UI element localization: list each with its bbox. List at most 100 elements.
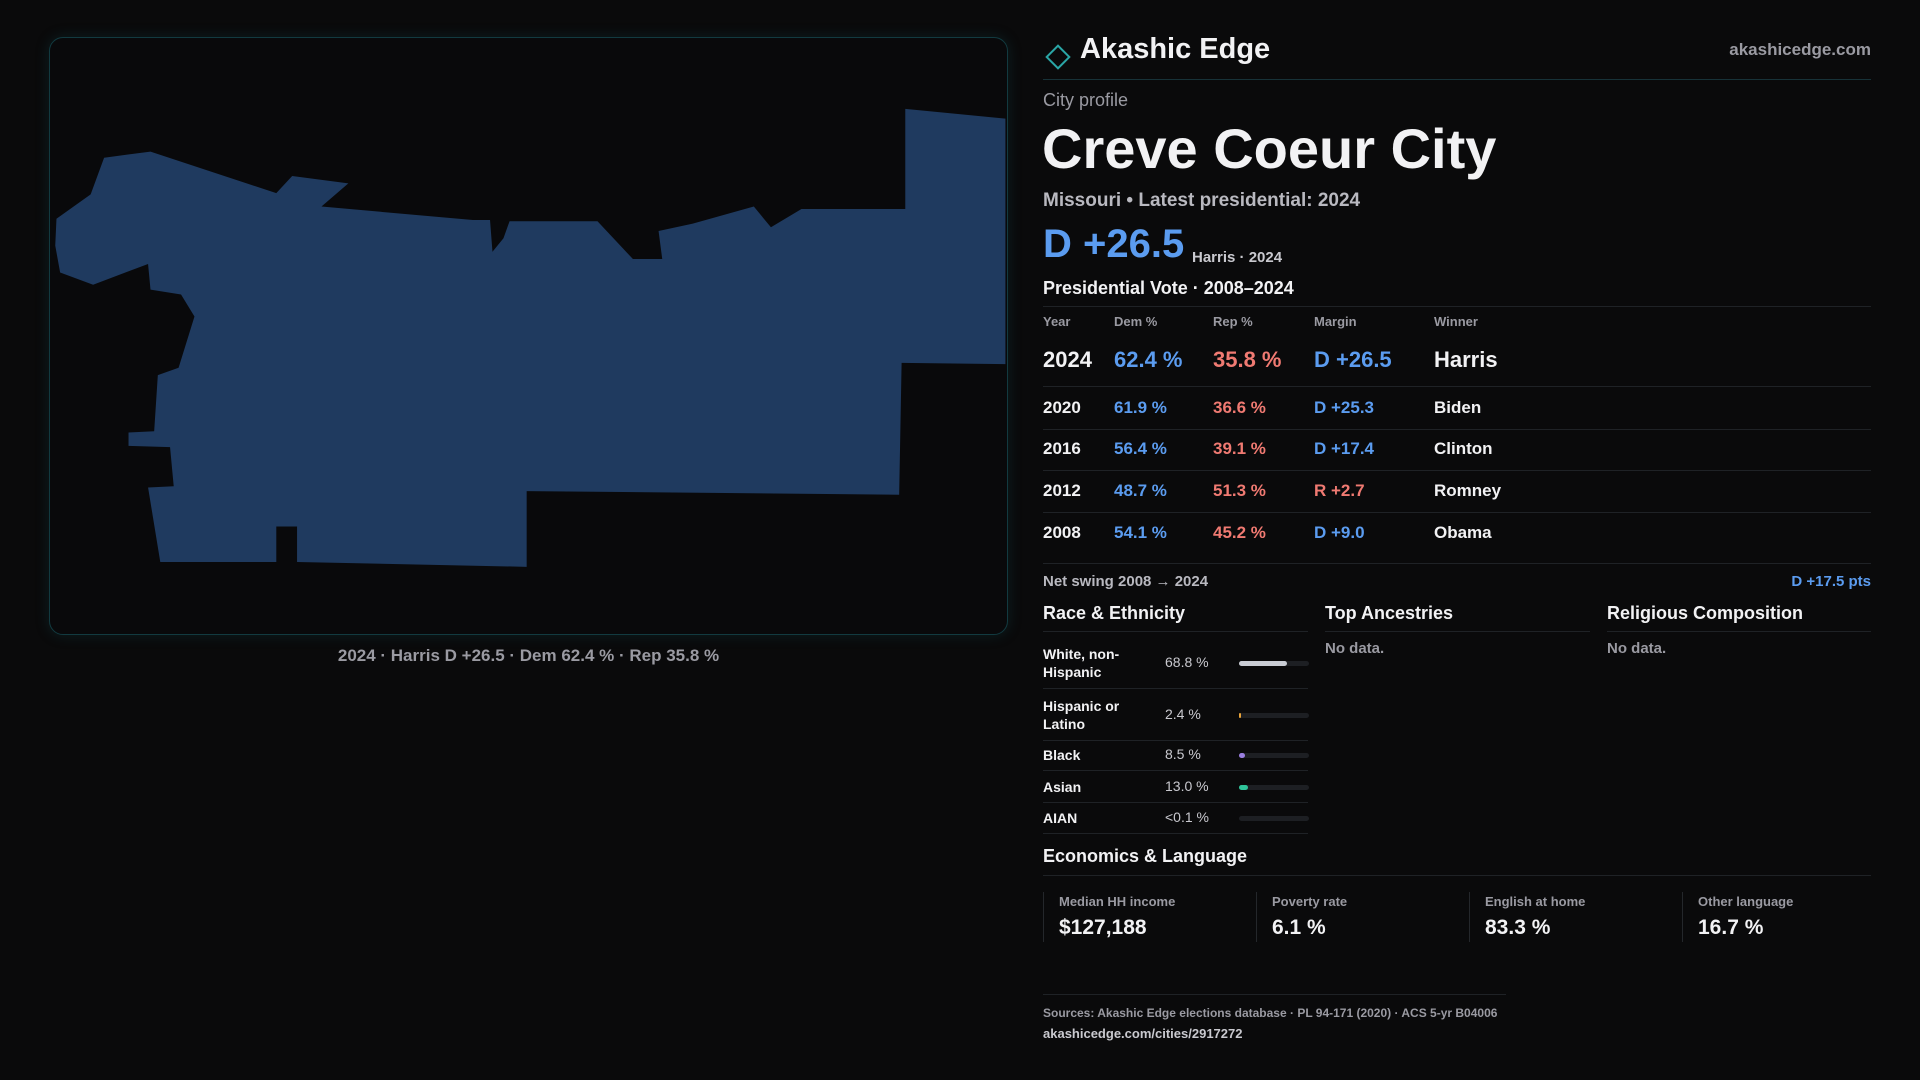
stat-label: Other language — [1698, 894, 1794, 909]
section-title: Religious Composition — [1607, 603, 1803, 623]
map — [55, 108, 1006, 567]
divider — [1043, 875, 1871, 876]
city-boundary — [55, 108, 1006, 567]
bar-track — [1239, 713, 1309, 718]
subtitle: Missouri • Latest presidential: 2024 — [1043, 190, 1361, 211]
table-cell: Harris — [1434, 347, 1498, 372]
city-title: Creve Coeur City — [1042, 117, 1497, 180]
stat-label: English at home — [1485, 894, 1586, 909]
source-url: akashicedge.com/cities/2917272 — [1043, 1026, 1243, 1041]
table-cell: 51.3 % — [1213, 481, 1266, 500]
race-name: AIAN — [1043, 810, 1078, 826]
row-divider — [1043, 740, 1308, 741]
divider — [1043, 563, 1871, 564]
empty-note: No data. — [1325, 640, 1385, 657]
race-name: Hispanic or Latino — [1043, 698, 1120, 732]
bar-track — [1239, 753, 1309, 758]
row-divider — [1043, 470, 1871, 471]
race-name: Asian — [1043, 779, 1082, 795]
table-cell: D +25.3 — [1314, 398, 1375, 417]
table-cell: 62.4 % — [1114, 347, 1183, 372]
column-header: Margin — [1314, 314, 1357, 329]
row-divider — [1043, 429, 1871, 430]
bar — [1239, 785, 1249, 790]
table-cell: 56.4 % — [1114, 439, 1167, 458]
brand: Akashic Edge — [1080, 33, 1271, 65]
domain: akashicedge.com — [1729, 40, 1871, 59]
table-cell: 54.1 % — [1114, 523, 1167, 542]
stat-divider — [1043, 892, 1044, 942]
divider — [1607, 631, 1871, 632]
stat-label: Poverty rate — [1272, 894, 1348, 909]
row-divider — [1043, 770, 1308, 771]
bar — [1239, 661, 1288, 666]
stat-value: $127,188 — [1059, 916, 1147, 939]
stat-divider — [1256, 892, 1257, 942]
divider — [1043, 631, 1308, 632]
race-share: 68.8 % — [1165, 654, 1209, 670]
column-header: Dem % — [1114, 314, 1158, 329]
table-cell: D +9.0 — [1314, 523, 1365, 542]
table-cell: 45.2 % — [1213, 523, 1266, 542]
row-divider — [1043, 802, 1308, 803]
table-title: Presidential Vote · 2008–2024 — [1043, 278, 1294, 298]
section-title: Race & Ethnicity — [1043, 603, 1186, 623]
race-name: Black — [1043, 747, 1081, 763]
stat-value: 6.1 % — [1272, 916, 1326, 939]
stat-value: 83.3 % — [1485, 916, 1551, 939]
table-cell: 2020 — [1043, 398, 1081, 417]
column-header: Winner — [1434, 314, 1478, 329]
table-cell: 35.8 % — [1213, 347, 1282, 372]
kicker: City profile — [1043, 90, 1129, 110]
table-cell: Clinton — [1434, 439, 1493, 458]
divider — [1043, 994, 1506, 995]
row-divider — [1043, 833, 1308, 834]
section-title: Economics & Language — [1043, 846, 1248, 866]
section-title: Top Ancestries — [1325, 603, 1454, 623]
race-share: 13.0 % — [1165, 778, 1209, 794]
stat-divider — [1469, 892, 1470, 942]
table-cell: Biden — [1434, 398, 1482, 417]
table-cell: Obama — [1434, 523, 1492, 542]
table-cell: 2024 — [1043, 347, 1092, 372]
table-cell: 39.1 % — [1213, 439, 1266, 458]
race-share: 2.4 % — [1165, 706, 1201, 722]
table-cell: R +2.7 — [1314, 481, 1365, 500]
stat-divider — [1682, 892, 1683, 942]
table-cell: 48.7 % — [1114, 481, 1167, 500]
bar — [1239, 713, 1241, 718]
table-cell: Romney — [1434, 481, 1502, 500]
stat-label: Median HH income — [1059, 894, 1176, 909]
race-share: 8.5 % — [1165, 746, 1201, 762]
bar — [1239, 753, 1245, 758]
divider — [1043, 79, 1871, 80]
net-swing-label: Net swing 2008 → 2024 — [1043, 573, 1209, 590]
table-cell: 2008 — [1043, 523, 1081, 542]
bar-track — [1239, 785, 1309, 790]
bar-track — [1239, 816, 1309, 821]
row-divider — [1043, 688, 1308, 689]
logo — [1045, 44, 1071, 70]
empty-note: No data. — [1607, 640, 1667, 657]
headline-margin: D +26.5 — [1043, 222, 1185, 266]
column-header: Year — [1043, 314, 1071, 329]
sources: Sources: Akashic Edge elections database… — [1043, 1006, 1498, 1020]
map-panel — [49, 37, 1008, 635]
table-cell: D +26.5 — [1314, 347, 1392, 372]
table-cell: D +17.4 — [1314, 439, 1375, 458]
table-cell: 2012 — [1043, 481, 1081, 500]
row-divider — [1043, 512, 1871, 513]
margin-note: Harris · 2024 — [1192, 249, 1283, 266]
net-swing-value: D +17.5 pts — [1791, 573, 1871, 590]
race-name: White, non-Hispanic — [1043, 646, 1120, 680]
divider — [1043, 306, 1871, 307]
table-cell: 61.9 % — [1114, 398, 1167, 417]
row-divider — [1043, 386, 1871, 387]
divider — [1325, 631, 1590, 632]
stat-value: 16.7 % — [1698, 916, 1764, 939]
race-share: <0.1 % — [1165, 809, 1209, 825]
table-cell: 2016 — [1043, 439, 1081, 458]
column-header: Rep % — [1213, 314, 1253, 329]
table-cell: 36.6 % — [1213, 398, 1266, 417]
